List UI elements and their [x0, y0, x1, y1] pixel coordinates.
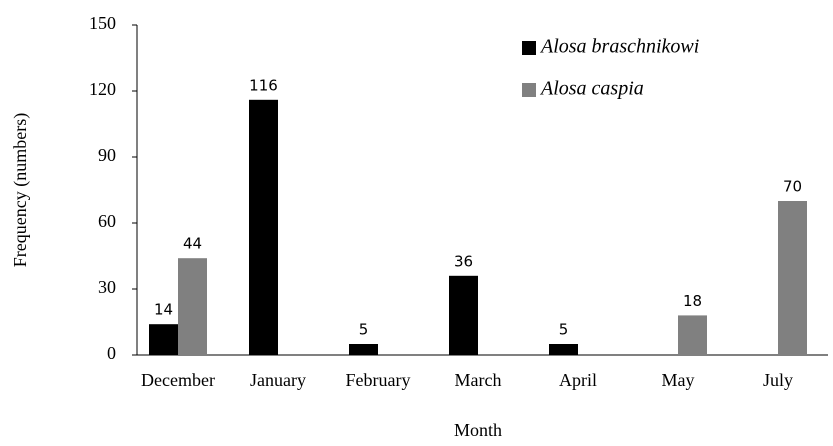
y-tick-label: 0 [107, 343, 116, 363]
x-axis-label: Month [454, 420, 502, 440]
value-label: 70 [783, 178, 802, 196]
y-tick-label: 60 [98, 211, 116, 231]
bar [449, 275, 478, 355]
legend-label: Alosa caspia [539, 78, 644, 100]
bar [678, 315, 707, 355]
legend-swatch [522, 83, 536, 97]
legend-swatch [522, 41, 536, 55]
value-label: 5 [559, 321, 569, 339]
x-tick-label: March [455, 370, 502, 390]
value-label: 36 [454, 252, 473, 270]
y-tick-label: 150 [89, 13, 116, 33]
value-label: 18 [683, 292, 702, 310]
x-tick-label: December [141, 370, 215, 390]
y-tick-label: 90 [98, 145, 116, 165]
bar [149, 324, 178, 355]
x-tick-label: February [346, 370, 411, 390]
value-label: 14 [154, 301, 173, 319]
x-tick-label: May [662, 370, 695, 390]
bar [778, 201, 807, 355]
bar [349, 344, 378, 355]
y-tick-label: 30 [98, 277, 116, 297]
value-label: 5 [359, 321, 369, 339]
bar [549, 344, 578, 355]
x-tick-label: July [763, 370, 793, 390]
legend-label: Alosa braschnikowi [539, 36, 699, 58]
y-axis-label: Frequency (numbers) [10, 113, 31, 267]
value-label: 44 [183, 235, 202, 253]
bar [178, 258, 207, 355]
bar [249, 99, 278, 355]
y-tick-label: 120 [89, 79, 116, 99]
x-tick-label: April [559, 370, 597, 390]
x-tick-label: January [250, 370, 306, 390]
value-label: 116 [249, 76, 278, 94]
